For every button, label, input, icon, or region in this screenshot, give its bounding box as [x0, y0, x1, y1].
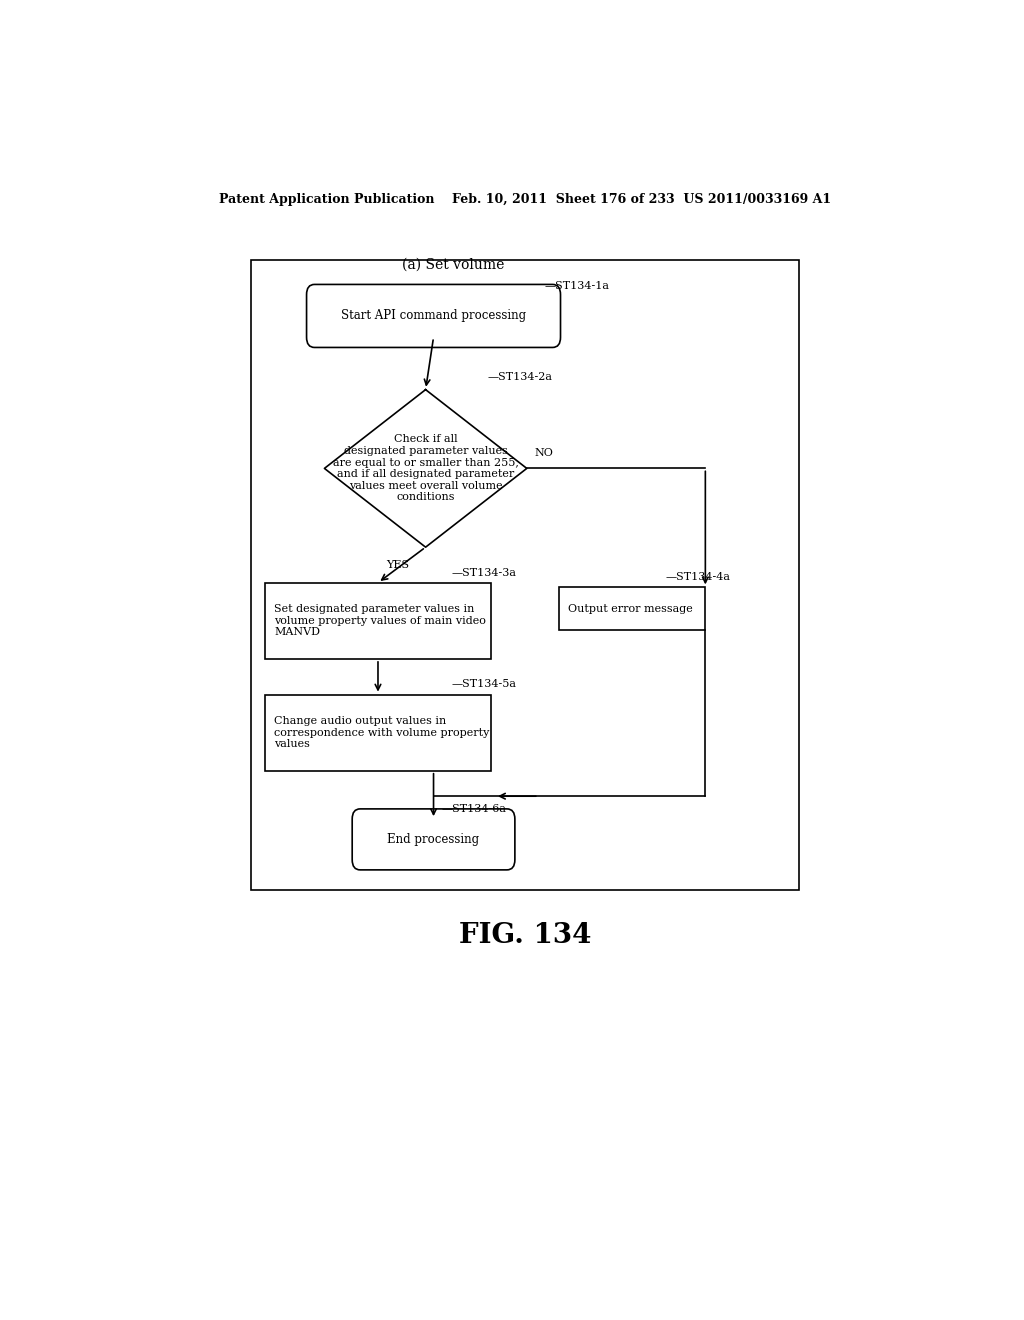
Text: —ST134-1a: —ST134-1a — [545, 281, 609, 292]
Text: YES: YES — [387, 561, 410, 570]
Text: NO: NO — [535, 449, 554, 458]
Text: —ST134-4a: —ST134-4a — [666, 572, 731, 582]
Polygon shape — [325, 389, 526, 548]
Text: Change audio output values in
correspondence with volume property
values: Change audio output values in correspond… — [274, 715, 489, 750]
Text: —ST134-2a: —ST134-2a — [487, 372, 552, 383]
Text: End processing: End processing — [387, 833, 479, 846]
Text: —ST134-5a: —ST134-5a — [452, 680, 516, 689]
Text: —ST134-6a: —ST134-6a — [441, 804, 507, 814]
Text: Check if all
designated parameter values
are equal to or smaller than 255,
and i: Check if all designated parameter values… — [333, 434, 518, 503]
FancyBboxPatch shape — [265, 694, 492, 771]
Text: Output error message: Output error message — [568, 603, 693, 614]
Text: Start API command processing: Start API command processing — [341, 309, 526, 322]
Text: (a) Set volume: (a) Set volume — [402, 259, 505, 272]
FancyBboxPatch shape — [352, 809, 515, 870]
Text: FIG. 134: FIG. 134 — [459, 923, 591, 949]
FancyBboxPatch shape — [558, 587, 706, 630]
FancyBboxPatch shape — [265, 582, 492, 659]
FancyBboxPatch shape — [251, 260, 799, 890]
Text: Patent Application Publication    Feb. 10, 2011  Sheet 176 of 233  US 2011/00331: Patent Application Publication Feb. 10, … — [219, 193, 830, 206]
Text: Set designated parameter values in
volume property values of main video
MANVD: Set designated parameter values in volum… — [274, 605, 486, 638]
Text: —ST134-3a: —ST134-3a — [452, 568, 516, 578]
FancyBboxPatch shape — [306, 284, 560, 347]
